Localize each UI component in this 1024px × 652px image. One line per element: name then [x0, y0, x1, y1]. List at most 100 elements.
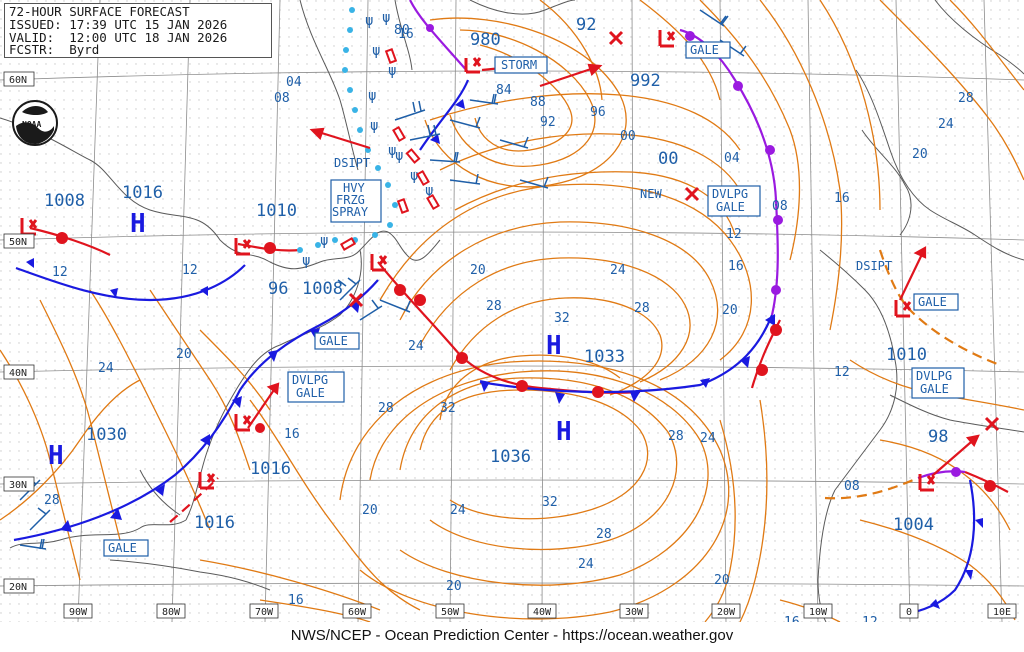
lat-label: 40N [9, 368, 27, 379]
isobar-label: 20 [722, 303, 738, 318]
cold-front-lakes [15, 264, 246, 302]
developing-gale-warning: DVLPG GALE [712, 187, 748, 214]
lon-label: 10W [809, 607, 828, 618]
pressure-value: 1010 [886, 345, 927, 365]
isobar-label: 28 [958, 91, 974, 106]
x-marker-4 [984, 416, 1000, 432]
developing-gale-warning: DVLPG GALE [916, 369, 952, 396]
x-marker-3 [348, 292, 364, 308]
trough-spain [824, 476, 919, 500]
freezing-spray-symbols: ψψψ ψψψ ψψψ ψψψ [302, 10, 433, 269]
dissipating-label: DSIPT [856, 259, 892, 273]
low-marker-5 [370, 254, 388, 272]
lon-label: 90W [69, 607, 88, 618]
low-center-markers [20, 30, 1000, 492]
isobar-label: 24 [700, 431, 716, 446]
trough-europe [878, 249, 1001, 367]
pressure-value: 992 [630, 71, 661, 91]
isobar-label: 24 [578, 557, 594, 572]
warm-front-southeast [169, 477, 219, 523]
high-marker-3: H [556, 417, 572, 447]
isobar-label: 20 [362, 503, 378, 518]
pressure-centers: H H H H 1008 1016 1033 1036 1030 980 92 … [44, 15, 948, 535]
low-marker-7 [198, 472, 216, 490]
lat-label: 20N [9, 582, 27, 593]
warning-text: STORM GALE GALE GALE GALE DVLPG GALE DVLP… [108, 43, 952, 555]
new-label: NEW [640, 187, 662, 201]
dissipating-label: DSIPT [334, 156, 370, 170]
isobar-label: 32 [554, 311, 570, 326]
svg-text:ψ: ψ [395, 148, 403, 164]
low-marker-2 [658, 30, 676, 48]
isobar-label: 24 [408, 339, 424, 354]
cold-front-labrador [419, 79, 470, 151]
gale-warning: GALE [319, 334, 348, 348]
high-marker-2: H [546, 331, 562, 361]
x-marker-1 [608, 30, 624, 46]
svg-text:ψ: ψ [365, 13, 373, 29]
coastlines [0, 0, 1024, 623]
isobar-label: 16 [288, 593, 304, 608]
developing-gale-warning: DVLPG GALE [292, 373, 328, 400]
isobar-label: 32 [440, 401, 456, 416]
header-valid: VALID: 12:00 UTC 18 JAN 2026 [9, 29, 228, 45]
lon-label: 20W [717, 607, 736, 618]
isobar-label: 24 [98, 361, 114, 376]
header-issued: ISSUED: 17:39 UTC 15 JAN 2026 [9, 16, 228, 32]
occluded-front-north [409, 0, 469, 73]
isobar-label: 00 [620, 129, 636, 144]
cold-front-africa [899, 479, 976, 617]
low-marker-1 [464, 57, 482, 74]
svg-text:ψ: ψ [368, 88, 376, 104]
isobar-label: 28 [486, 299, 502, 314]
storm-warning: STORM [501, 58, 537, 72]
svg-text:ψ: ψ [320, 233, 328, 249]
isobar-label: 28 [634, 301, 650, 316]
pressure-value: 1008 [302, 279, 343, 299]
pressure-value: 1016 [250, 459, 291, 479]
isobar-label: 20 [446, 579, 462, 594]
x-marker-2 [684, 186, 700, 202]
header-forecaster: FCSTR: Byrd [9, 42, 100, 58]
gale-warning: GALE [918, 295, 947, 309]
isobar-label: 20 [714, 573, 730, 588]
warning-labels [103, 41, 965, 557]
isobar-label: 80 [394, 23, 410, 38]
pressure-value: 98 [928, 427, 948, 447]
low-marker-9 [918, 474, 936, 492]
lat-lon-grid [0, 0, 1024, 623]
isobar-label: 04 [724, 151, 740, 166]
isobar-label: 92 [540, 115, 556, 130]
wind-barbs [17, 9, 747, 550]
isobar-label: 16 [284, 427, 300, 442]
high-marker-1: H [130, 209, 146, 239]
isobar-label: 20 [470, 263, 486, 278]
isobar-label: 16 [834, 191, 850, 206]
ice-accretion-markers [339, 48, 440, 251]
isobar-label: 28 [378, 401, 394, 416]
isobar-label: 28 [44, 493, 60, 508]
isobars [0, 0, 1024, 623]
low-marker-4 [234, 238, 252, 256]
isobar-label: 12 [726, 227, 742, 242]
lon-label: 60W [348, 607, 367, 618]
pressure-value: 1033 [584, 347, 625, 367]
svg-text:ψ: ψ [388, 63, 396, 79]
isobar-label: 20 [176, 347, 192, 362]
front-pips-warm [56, 232, 996, 492]
isobar-label: 88 [530, 95, 546, 110]
longitude-labels: 90W 80W 70W 60W 50W 40W 30W 20W 10W 0 10… [63, 603, 1017, 619]
lat-label: 30N [9, 480, 27, 491]
noaa-logo: NOAA [12, 100, 58, 146]
svg-text:ψ: ψ [410, 168, 418, 184]
svg-text:ψ: ψ [302, 253, 310, 269]
isobar-label: 12 [182, 263, 198, 278]
pressure-value: 00 [658, 149, 678, 169]
pressure-value: 1010 [256, 201, 297, 221]
occluded-front-africa [917, 470, 966, 480]
svg-text:ψ: ψ [372, 43, 380, 59]
pressure-value: 96 [268, 279, 288, 299]
lon-label: 70W [255, 607, 274, 618]
isobar-label: 12 [834, 365, 850, 380]
